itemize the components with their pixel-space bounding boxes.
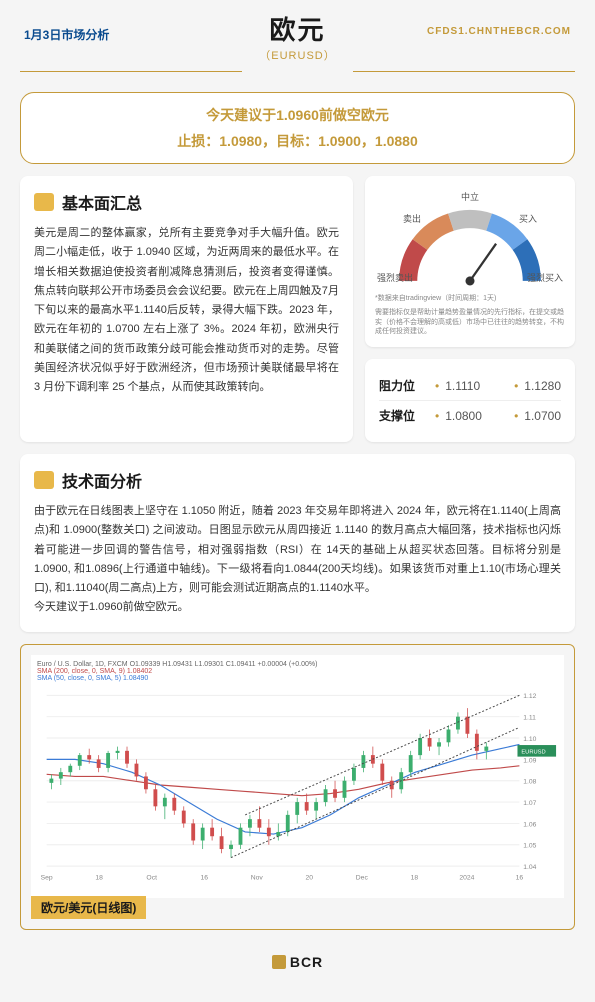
dot-icon: • — [435, 409, 439, 423]
fundamentals-body: 美元是周二的整体赢家，兑所有主要竞争对手大幅升值。欧元周二小幅走低，收于 1.0… — [34, 224, 339, 397]
side-column: 强烈卖出 卖出 中立 买入 强烈买入 *数据来自tradingview（时间周期… — [365, 176, 575, 442]
svg-text:16: 16 — [516, 874, 524, 881]
sentiment-gauge: 强烈卖出 卖出 中立 买入 强烈买入 — [375, 190, 565, 290]
section-bar-icon — [34, 193, 54, 211]
svg-text:18: 18 — [95, 874, 103, 881]
header-divider — [20, 57, 575, 58]
gauge-disclaimer: 需要指标仅是帮助计量趋势盈量情况的先行指标，在提交或趋实（价格不会理解的高或低）… — [375, 308, 565, 337]
recommendation-line1: 今天建议于1.0960前做空欧元 — [31, 105, 564, 125]
gauge-neutral-label: 中立 — [461, 190, 479, 203]
dot-icon: • — [514, 379, 518, 393]
svg-text:18: 18 — [411, 874, 419, 881]
svg-text:1.12: 1.12 — [523, 693, 536, 700]
dot-icon: • — [514, 409, 518, 423]
gauge-strong-sell-label: 强烈卖出 — [377, 271, 413, 284]
chart-meta-3: SMA (50, close, 0, SMA, 5) 1.08490 — [37, 675, 558, 682]
main-row: 基本面汇总 美元是周二的整体赢家，兑所有主要竞争对手大幅升值。欧元周二小幅走低，… — [20, 176, 575, 442]
gauge-source: *数据来自tradingview（时间周期：1天) — [375, 294, 565, 304]
svg-text:1.07: 1.07 — [523, 800, 536, 807]
header: 1月3日市场分析 欧元 （EURUSD） CFDS1.CHNTHEBCR.COM — [0, 0, 595, 51]
chart-meta-2: SMA (200, close, 0, SMA, 9) 1.08402 — [37, 668, 558, 675]
date-label: 1月3日市场分析 — [24, 18, 109, 43]
recommendation-box: 今天建议于1.0960前做空欧元 止损：1.0980，目标：1.0900，1.0… — [20, 92, 575, 164]
svg-text:EURUSD: EURUSD — [521, 749, 545, 755]
dot-icon: • — [435, 379, 439, 393]
svg-text:Nov: Nov — [251, 874, 264, 881]
brand-logo: BCR — [272, 954, 323, 970]
price-chart: 1.12 1.11 1.10 1.09 1.08 1.07 1.06 1.05 1.04 Sep 1… — [37, 682, 558, 892]
svg-text:16: 16 — [200, 874, 208, 881]
technical-title: 技术面分析 — [62, 468, 142, 492]
svg-text:1.06: 1.06 — [523, 821, 536, 828]
source-url: CFDS1.CHNTHEBCR.COM — [427, 18, 571, 37]
page-subtitle: （EURUSD） — [259, 47, 335, 63]
svg-text:2024: 2024 — [459, 874, 474, 881]
svg-text:1.08: 1.08 — [523, 778, 536, 785]
technical-head: 技术面分析 — [34, 468, 561, 492]
chart-caption: 欧元/美元(日线图) — [31, 896, 146, 919]
support-row: 支撑位 • 1.0800 • 1.0700 — [379, 400, 561, 430]
section-bar-icon — [34, 471, 54, 489]
levels-card: 阻力位 • 1.1110 • 1.1280 支撑位 • 1.0800 • 1.0… — [365, 359, 575, 442]
support-label: 支撑位 — [379, 407, 429, 424]
technical-body: 由于欧元在日线图表上坚守在 1.1050 附近，随着 2023 年交易年即将进入… — [34, 502, 561, 618]
resistance-row: 阻力位 • 1.1110 • 1.1280 — [379, 371, 561, 400]
svg-text:Sep: Sep — [41, 874, 53, 881]
chart-wrap: Euro / U.S. Dollar, 1D, FXCM O1.09339 H1… — [31, 655, 564, 898]
fundamentals-title: 基本面汇总 — [62, 190, 142, 214]
svg-text:20: 20 — [306, 874, 314, 881]
fundamentals-card: 基本面汇总 美元是周二的整体赢家，兑所有主要竞争对手大幅升值。欧元周二小幅走低，… — [20, 176, 353, 442]
chart-card: Euro / U.S. Dollar, 1D, FXCM O1.09339 H1… — [20, 644, 575, 930]
resistance-label: 阻力位 — [379, 377, 429, 394]
logo-square-icon — [272, 955, 286, 969]
svg-text:1.05: 1.05 — [523, 842, 536, 849]
title-block: 欧元 （EURUSD） — [259, 10, 335, 63]
technical-card: 技术面分析 由于欧元在日线图表上坚守在 1.1050 附近，随着 2023 年交… — [20, 454, 575, 632]
recommendation-line2: 止损：1.0980，目标：1.0900，1.0880 — [31, 131, 564, 151]
page-title: 欧元 — [259, 10, 335, 47]
page: 1月3日市场分析 欧元 （EURUSD） CFDS1.CHNTHEBCR.COM… — [0, 0, 595, 1002]
gauge-card: 强烈卖出 卖出 中立 买入 强烈买入 *数据来自tradingview（时间周期… — [365, 176, 575, 347]
footer: BCR — [0, 946, 595, 982]
resistance-val-2: 1.1280 — [524, 379, 561, 393]
svg-text:1.04: 1.04 — [523, 864, 536, 871]
svg-text:Oct: Oct — [146, 874, 157, 881]
support-val-2: 1.0700 — [524, 409, 561, 423]
svg-text:1.11: 1.11 — [523, 714, 536, 721]
svg-text:Dec: Dec — [356, 874, 369, 881]
gauge-buy-label: 买入 — [519, 212, 537, 225]
resistance-val-1: 1.1110 — [445, 379, 508, 393]
brand-text: BCR — [290, 954, 323, 970]
gauge-sell-label: 卖出 — [403, 212, 421, 225]
svg-text:1.10: 1.10 — [523, 736, 536, 743]
chart-meta-1: Euro / U.S. Dollar, 1D, FXCM O1.09339 H1… — [37, 661, 558, 668]
support-val-1: 1.0800 — [445, 409, 508, 423]
fundamentals-head: 基本面汇总 — [34, 190, 339, 214]
gauge-strong-buy-label: 强烈买入 — [527, 271, 563, 284]
svg-text:1.09: 1.09 — [523, 757, 536, 764]
